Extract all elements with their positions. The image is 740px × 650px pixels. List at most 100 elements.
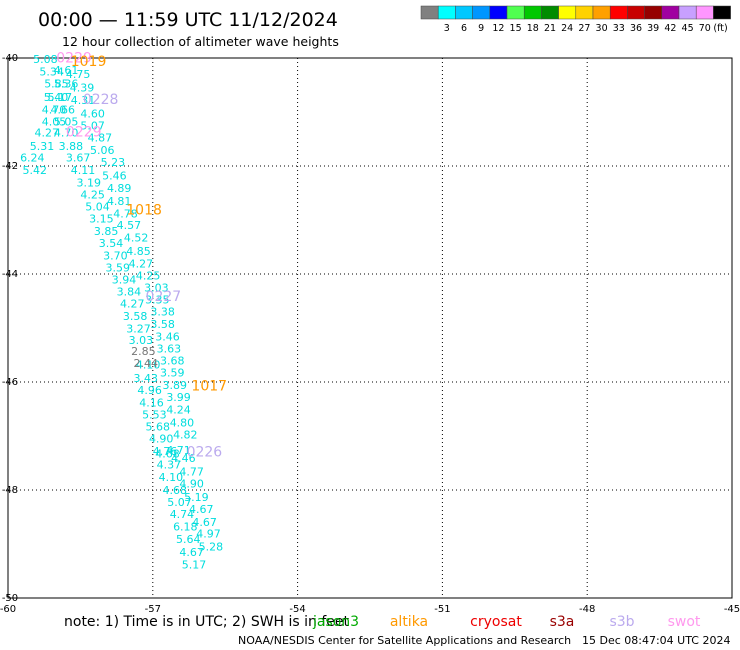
swh-label-jason: 3.68 — [160, 355, 185, 368]
swh-label-jason: 4.31 — [71, 94, 96, 107]
swh-label-jason: 3.03 — [144, 281, 169, 294]
track-time-s3b: 0226 — [187, 445, 223, 461]
satellite-legend: jason3 altika cryosat s3a s3b swot — [312, 614, 701, 630]
swh-label-jason: 3.43 — [133, 372, 158, 385]
satellite-legend-jason: jason3 — [312, 614, 359, 630]
swh-label-jason: 3.85 — [94, 225, 119, 238]
lat-tick-label: -42 — [2, 161, 18, 172]
legend-unit: (ft) — [713, 23, 727, 34]
swh-label-jason: 4.75 — [66, 68, 91, 81]
legend-swatch — [437, 5, 456, 20]
swh-label-jason: 5.53 — [142, 409, 167, 422]
swh-label-jason: 5.23 — [101, 156, 126, 169]
swh-label-jason: 4.77 — [179, 465, 204, 478]
swh-label-low: 2.85 — [131, 345, 156, 358]
swh-label-jason: 5.19 — [184, 491, 209, 504]
swh-label-jason: 3.35 — [145, 294, 170, 307]
swh-label-jason: 4.25 — [80, 188, 105, 201]
legend-tick-label: 18 — [527, 23, 539, 34]
swh-label-jason: 4.67 — [179, 546, 204, 559]
swh-label-jason: 4.25 — [136, 269, 161, 282]
swh-label-jason: 4.52 — [124, 232, 149, 245]
swh-label-jason: 3.89 — [162, 379, 187, 392]
swh-label-jason: 5.42 — [22, 164, 47, 177]
swh-label-jason: 4.66 — [50, 104, 75, 117]
legend-tick-label: 42 — [664, 23, 676, 34]
swh-label-jason: 4.05 — [42, 116, 67, 129]
swh-label-jason: 5.05 — [54, 116, 79, 129]
legend-swatch — [506, 5, 525, 20]
swh-label-jason: 5.17 — [182, 558, 207, 571]
lon-tick-label: -57 — [145, 604, 161, 615]
swh-label-jason: 3.67 — [66, 152, 91, 165]
swh-label-jason: 4.80 — [170, 416, 195, 429]
legend-swatch — [609, 5, 628, 20]
plot-frame — [7, 57, 733, 599]
footer-credit: NOAA/NESDIS Center for Satellite Applica… — [238, 634, 571, 647]
swh-label-jason: 3.46 — [155, 330, 180, 343]
swh-label-jason: 4.27 — [120, 297, 145, 310]
swh-label-jason: 3.88 — [59, 140, 84, 153]
swh-label-jason: 4.24 — [166, 403, 191, 416]
swh-label-jason: 4.61 — [54, 64, 79, 77]
legend-tick-label: 9 — [478, 23, 484, 34]
track-time-altika: 1019 — [71, 54, 107, 70]
legend-tick-label: 45 — [682, 23, 694, 34]
swh-label-jason: 3.94 — [112, 274, 137, 287]
legend-swatch — [575, 5, 594, 20]
swh-label-jason: 4.57 — [117, 219, 142, 232]
lat-tick-label: -46 — [2, 377, 18, 388]
lat-tick-label: -40 — [2, 53, 18, 64]
satellite-legend-cryosat: cryosat — [470, 614, 522, 630]
swh-label-jason: 4.27 — [35, 126, 60, 139]
map-plot-area: -60 -57 -54 -51 -48 -45 -40 -42 -44 -46 -48 -50 5.0… — [0, 50, 740, 615]
swh-label-jason: 4.68 — [162, 484, 187, 497]
track-time-swot: 0229 — [66, 124, 102, 140]
footer-note: note: 1) Time is in UTC; 2) SWH is in fe… — [64, 614, 350, 630]
swh-label-jason: 4.60 — [80, 107, 105, 120]
lat-lon-grid — [8, 58, 732, 598]
swh-label-jason: 4.82 — [173, 429, 198, 442]
swh-label-jason: 4.68 — [155, 448, 180, 461]
swh-label-jason: 5.68 — [146, 421, 171, 434]
swh-label-jason: 3.15 — [89, 213, 114, 226]
legend-tick-label: 6 — [461, 23, 467, 34]
swh-label-jason: 3.19 — [77, 177, 102, 190]
swh-label-jason: 4.27 — [129, 258, 154, 271]
swh-label-jason: 3.99 — [166, 391, 191, 404]
legend-tick-label: 36 — [630, 23, 642, 34]
swh-label-jason: 4.46 — [171, 452, 196, 465]
swh-label-jason: 4.78 — [113, 207, 138, 220]
swh-label-jason: 3.63 — [157, 342, 182, 355]
satellite-legend-s3a: s3a — [550, 614, 575, 630]
legend-swatch — [678, 5, 697, 20]
legend-swatch — [489, 5, 508, 20]
legend-swatch — [420, 5, 439, 20]
swh-label-jason: 5.36 — [54, 78, 79, 91]
lon-tick-label: -48 — [579, 604, 595, 615]
legend-swatch — [472, 5, 491, 20]
swh-label-jason: 3.70 — [103, 249, 128, 262]
satellite-legend-altika: altika — [390, 614, 428, 630]
swh-label-jason: 5.85 — [44, 78, 68, 91]
swh-label-jason: 5.40 — [44, 91, 68, 104]
legend-tick-label: 33 — [613, 23, 625, 34]
swh-label-jason: 5.04 — [85, 200, 110, 213]
page-title: 00:00 — 11:59 UTC 11/12/2024 — [38, 9, 338, 31]
legend-swatch — [695, 5, 714, 20]
swh-label-jason: 4.90 — [149, 432, 174, 445]
swh-label-jason: 5.64 — [176, 533, 201, 546]
satellite-legend-swot: swot — [668, 614, 701, 630]
swh-label-jason: 4.10 — [159, 471, 184, 484]
swh-label-low: 2.44 — [133, 357, 158, 370]
axis-tick-labels: -60 -57 -54 -51 -48 -45 -40 -42 -44 -46 -48 -50 — [0, 53, 740, 615]
swh-label-jason: 4.85 — [126, 245, 150, 258]
lon-tick-label: -51 — [434, 604, 450, 615]
legend-tick-label: 30 — [596, 23, 608, 34]
swh-label-jason: 4.16 — [139, 396, 164, 409]
lat-tick-label: -48 — [2, 485, 18, 496]
swh-label-jason: 5.08 — [33, 53, 58, 66]
swh-label-jason: 4.11 — [71, 164, 96, 177]
swh-label-jason: 5.46 — [102, 170, 127, 183]
swh-label-jason: 5.34 — [39, 65, 64, 78]
